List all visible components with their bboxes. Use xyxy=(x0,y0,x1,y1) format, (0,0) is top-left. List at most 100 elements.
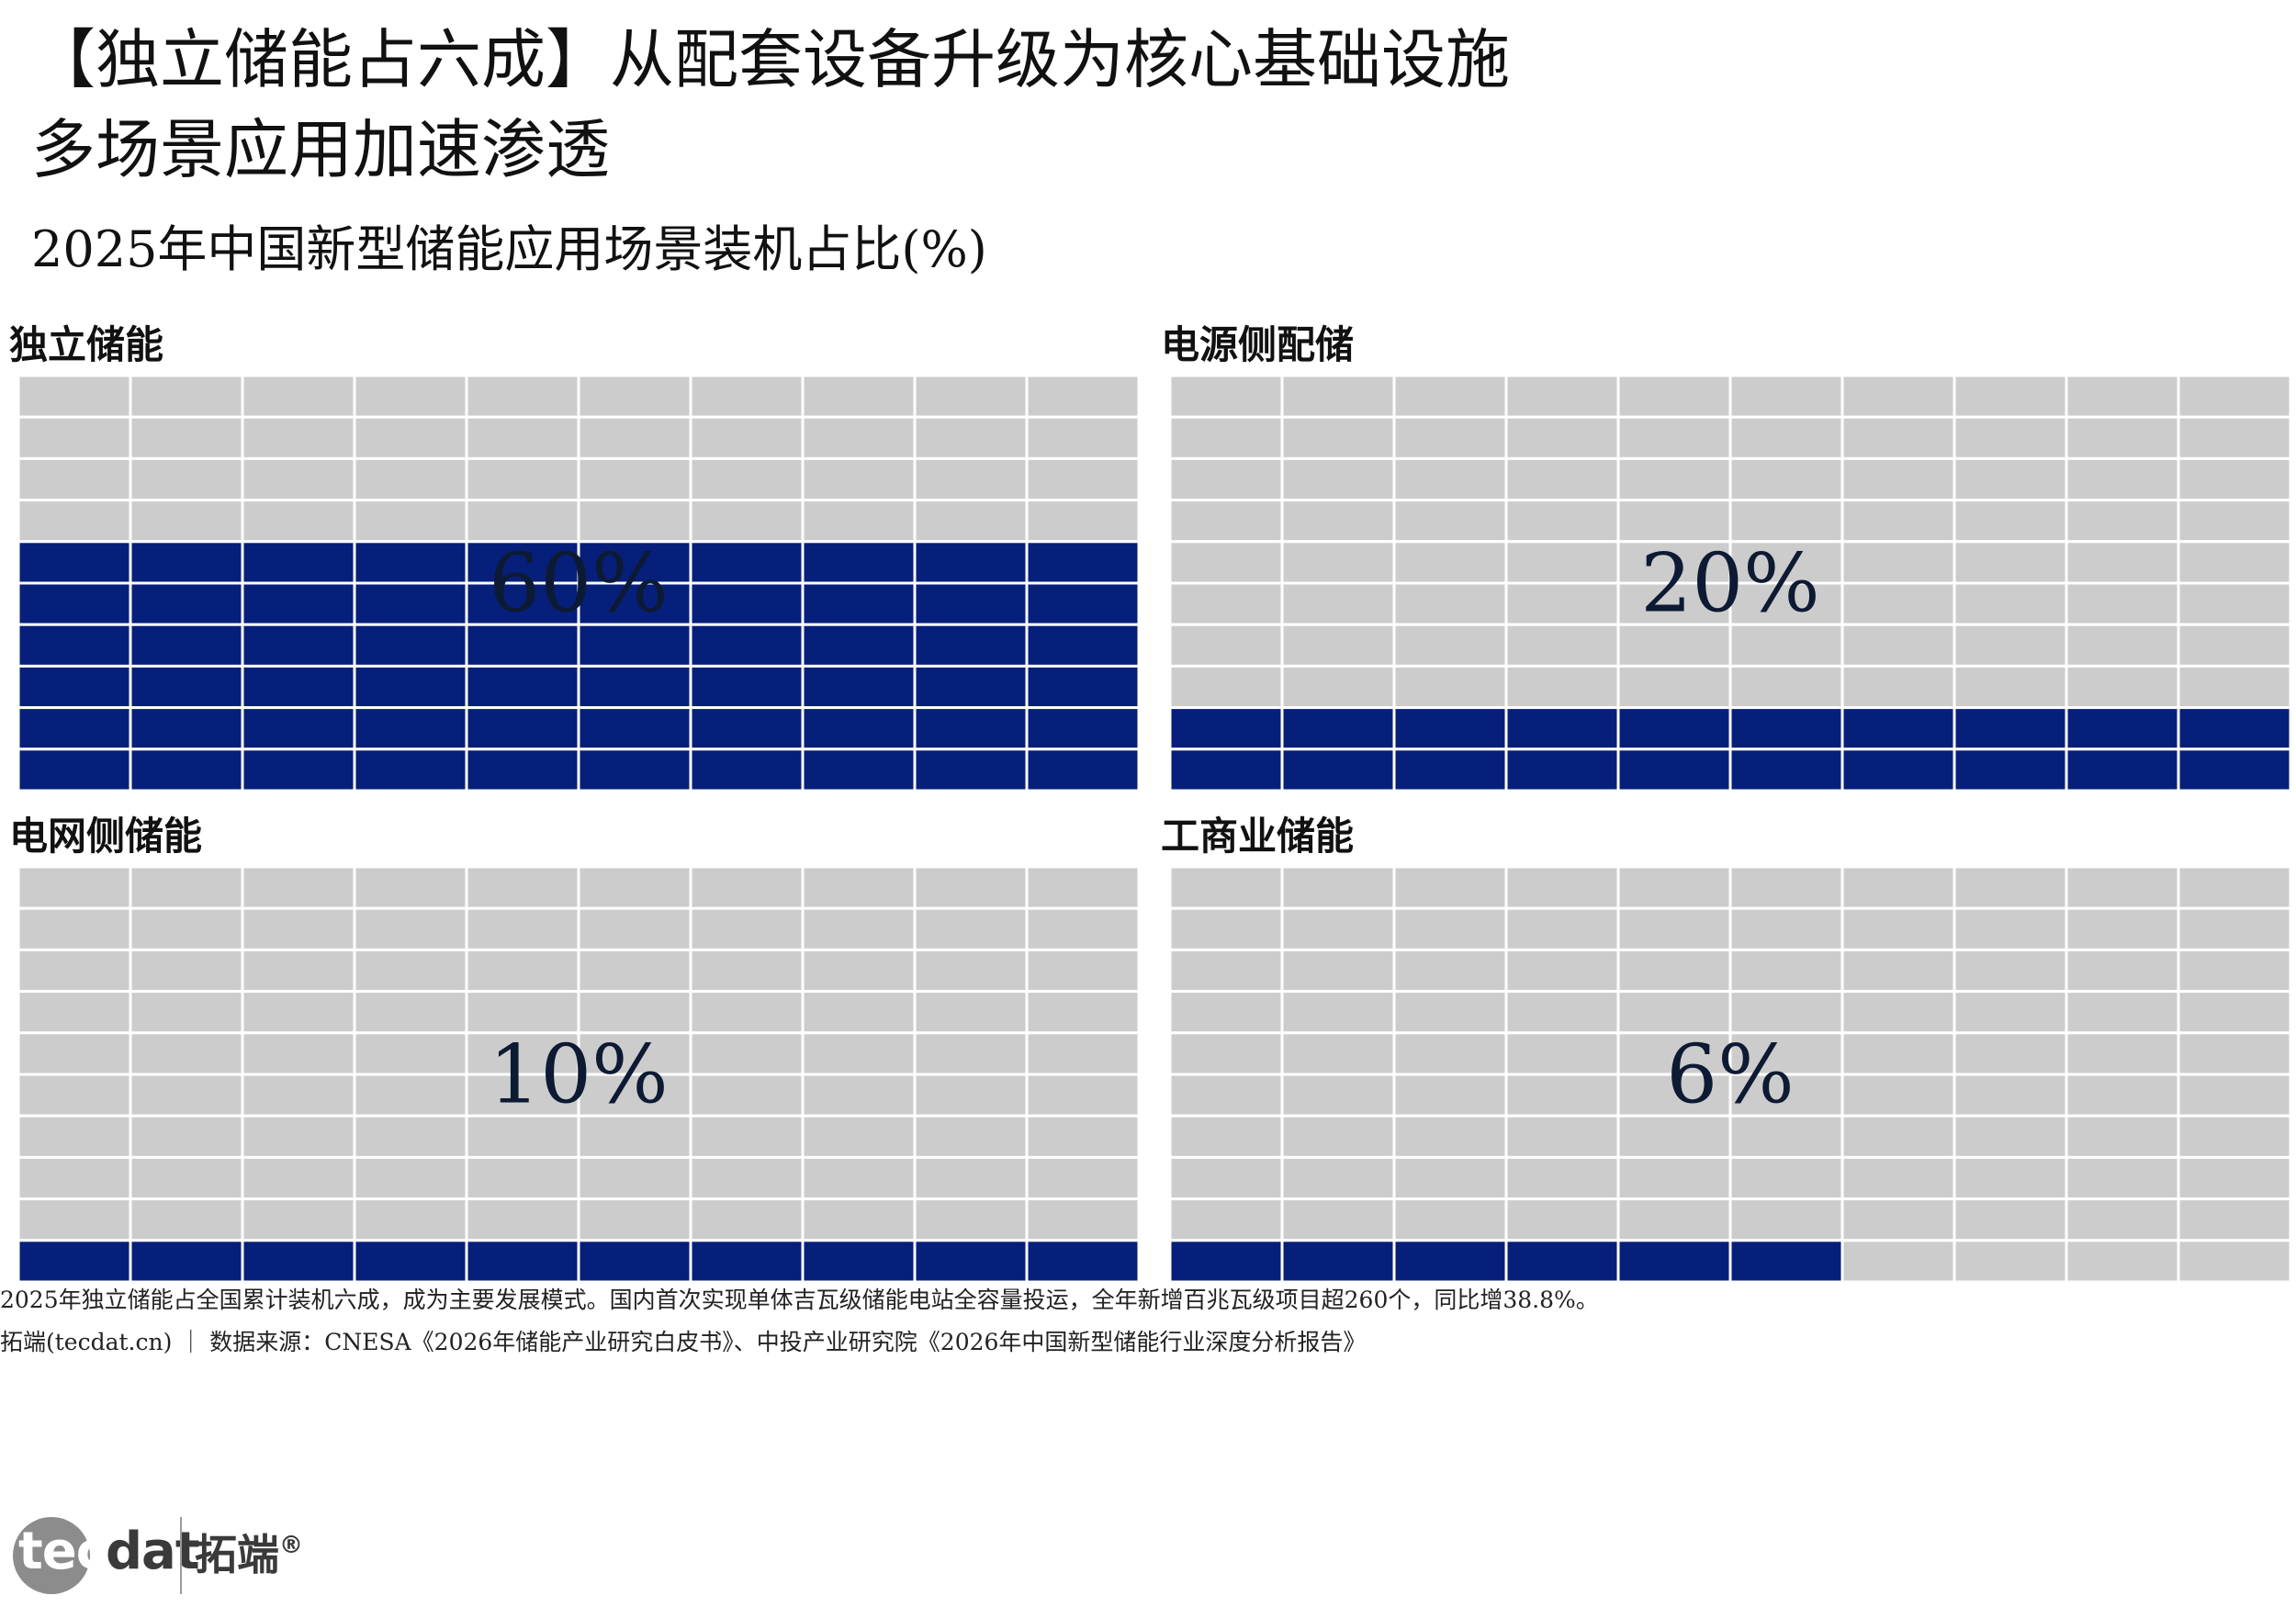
waffle-cell-empty xyxy=(241,1031,356,1076)
waffle-cell-empty xyxy=(1840,948,1956,994)
waffle-cell-empty xyxy=(1840,1031,1956,1076)
waffle-cell-filled xyxy=(913,1239,1029,1282)
logo-cn-name: 拓端® xyxy=(195,1530,303,1579)
waffle-cell-empty xyxy=(689,499,805,544)
waffle-cell-filled xyxy=(1616,747,1732,791)
waffle-cell-empty xyxy=(1504,1114,1620,1159)
waffle-cell-filled xyxy=(1728,1239,1844,1282)
waffle-cell-empty xyxy=(2177,867,2290,910)
waffle-cell-filled xyxy=(913,581,1029,626)
waffle-cell-empty xyxy=(129,867,244,910)
waffle-cell-filled xyxy=(577,664,692,710)
waffle-cell-empty xyxy=(2065,1073,2180,1118)
waffle-cell-empty xyxy=(1280,540,1396,585)
waffle-cell-empty xyxy=(1170,867,1284,910)
waffle-cell-empty xyxy=(577,376,692,419)
waffle-cell-filled xyxy=(1280,747,1396,791)
waffle-cell-empty xyxy=(2065,1197,2180,1242)
waffle-cell-empty xyxy=(1953,376,2068,419)
waffle-cell-empty xyxy=(18,948,132,994)
waffle-cell-filled xyxy=(1392,1239,1508,1282)
waffle-cell-filled xyxy=(241,540,356,585)
waffle-cell-filled xyxy=(241,706,356,751)
waffle-cell-empty xyxy=(1170,581,1284,626)
logo-circle-icon xyxy=(13,1517,90,1594)
waffle-cell-empty xyxy=(689,906,805,951)
waffle-cell-empty xyxy=(801,456,917,502)
waffle-cell-filled xyxy=(1953,747,2068,791)
waffle-cell-empty xyxy=(1840,376,1956,419)
waffle-cell-empty xyxy=(1504,415,1620,460)
waffle-cell-empty xyxy=(129,376,244,419)
waffle-cell-empty xyxy=(2177,1155,2290,1201)
waffle-cell-empty xyxy=(2177,906,2290,951)
waffle-svg: 20% xyxy=(1170,376,2290,791)
waffle-cell-filled xyxy=(801,540,917,585)
waffle-cell-empty xyxy=(2177,1073,2290,1118)
waffle-cell-empty xyxy=(129,499,244,544)
waffle-cell-filled xyxy=(353,664,468,710)
waffle-cell-empty xyxy=(1392,948,1508,994)
waffle-cell-filled xyxy=(129,540,244,585)
page-title-line2: 多场景应用加速渗透 xyxy=(31,112,610,187)
waffle-cell-empty xyxy=(1504,1073,1620,1118)
waffle-cell-empty xyxy=(913,456,1029,502)
waffle-cell-empty xyxy=(1840,664,1956,710)
waffle-cell-empty xyxy=(241,1073,356,1118)
waffle-cell-empty xyxy=(353,415,468,460)
waffle-cell-empty xyxy=(2177,664,2290,710)
waffle-cell-filled xyxy=(1025,623,1139,668)
waffle-cell-empty xyxy=(577,867,692,910)
waffle-cell-empty xyxy=(1392,906,1508,951)
waffle-cell-empty xyxy=(1025,948,1139,994)
waffle-cell-empty xyxy=(18,1073,132,1118)
waffle-cell-empty xyxy=(1953,1155,2068,1201)
waffle-cell-empty xyxy=(577,948,692,994)
waffle-cell-filled xyxy=(18,623,132,668)
waffle-cell-empty xyxy=(2177,456,2290,502)
waffle-cell-empty xyxy=(18,1155,132,1201)
waffle-cell-filled xyxy=(129,706,244,751)
waffle-cell-empty xyxy=(241,376,356,419)
waffle-cell-filled xyxy=(129,623,244,668)
waffle-cell-empty xyxy=(801,1073,917,1118)
waffle-cell-empty xyxy=(18,456,132,502)
waffle-cell-filled xyxy=(465,747,580,791)
waffle-svg: 10% xyxy=(18,867,1139,1282)
waffle-cell-empty xyxy=(689,456,805,502)
chart-note: 2025年独立储能占全国累计装机六成，成为主要发展模式。国内首次实现单体吉瓦级储… xyxy=(0,1287,1599,1313)
waffle-cell-filled xyxy=(689,623,805,668)
waffle-cell-empty xyxy=(2065,1239,2180,1282)
waffle-cell-empty xyxy=(1392,415,1508,460)
waffle-cell-empty xyxy=(241,1197,356,1242)
waffle-panel-independent: 独立储能 60% xyxy=(9,326,1139,794)
waffle-cell-empty xyxy=(1840,456,1956,502)
waffle-cell-empty xyxy=(1504,540,1620,585)
waffle-cell-empty xyxy=(241,415,356,460)
waffle-cell-empty xyxy=(2065,499,2180,544)
waffle-cell-filled xyxy=(689,540,805,585)
waffle-cell-filled xyxy=(801,623,917,668)
waffle-value-label: 60% xyxy=(489,536,669,631)
waffle-cell-empty xyxy=(1504,581,1620,626)
waffle-value-label: 20% xyxy=(1640,536,1820,631)
waffle-cell-empty xyxy=(1280,990,1396,1035)
waffle-cell-empty xyxy=(18,867,132,910)
waffle-cell-empty xyxy=(1170,948,1284,994)
waffle-cell-empty xyxy=(1616,1197,1732,1242)
waffle-cell-empty xyxy=(1840,990,1956,1035)
waffle-cell-filled xyxy=(1953,706,2068,751)
waffle-cell-empty xyxy=(1728,906,1844,951)
waffle-cell-filled xyxy=(913,540,1029,585)
waffle-cell-empty xyxy=(353,376,468,419)
waffle-cell-empty xyxy=(913,948,1029,994)
waffle-cell-filled xyxy=(689,1239,805,1282)
waffle-cell-empty xyxy=(2065,376,2180,419)
waffle-cell-empty xyxy=(1280,499,1396,544)
waffle-cell-empty xyxy=(913,867,1029,910)
waffle-cell-filled xyxy=(1025,747,1139,791)
waffle-cell-empty xyxy=(1025,456,1139,502)
waffle-value-label: 10% xyxy=(489,1028,669,1122)
waffle-cell-empty xyxy=(1953,456,2068,502)
waffle-cell-empty xyxy=(913,376,1029,419)
